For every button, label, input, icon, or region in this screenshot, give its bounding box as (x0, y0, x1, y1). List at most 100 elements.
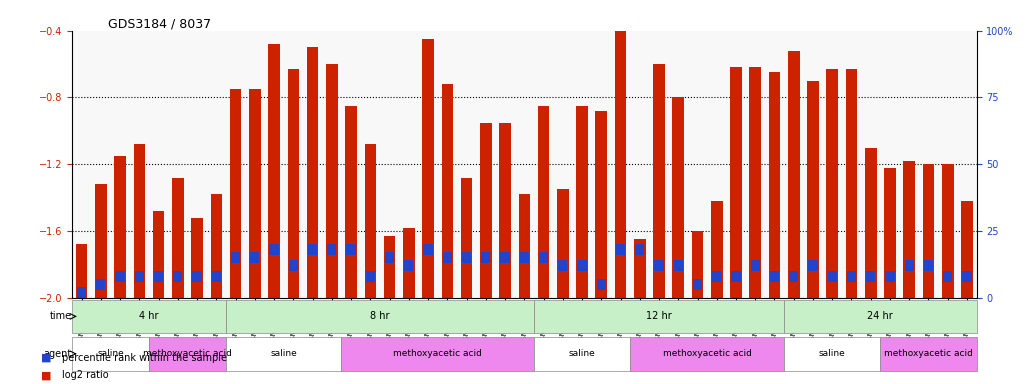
Bar (558, 260, 567, 271)
Bar (538, 106, 549, 298)
Text: time: time (49, 311, 72, 321)
Bar (211, 194, 222, 298)
Bar (249, 89, 260, 298)
Bar (616, 244, 625, 255)
Bar (154, 271, 163, 282)
Bar (172, 177, 184, 298)
Bar (231, 252, 241, 263)
Bar (115, 271, 124, 282)
Bar (847, 271, 856, 282)
FancyBboxPatch shape (226, 337, 341, 371)
FancyBboxPatch shape (341, 337, 534, 371)
Bar (672, 98, 684, 298)
Bar (692, 231, 703, 298)
Bar (306, 47, 319, 298)
Bar (404, 260, 413, 271)
Bar (327, 244, 336, 255)
Bar (135, 271, 144, 282)
Text: ■: ■ (41, 370, 51, 380)
Text: methoxyacetic acid: methoxyacetic acid (143, 349, 232, 358)
Bar (807, 81, 818, 298)
Text: 8 hr: 8 hr (370, 311, 390, 321)
Bar (730, 68, 742, 298)
Bar (230, 89, 242, 298)
Bar (770, 271, 779, 282)
Bar (790, 271, 799, 282)
Bar (769, 73, 780, 298)
Bar (828, 271, 837, 282)
Bar (481, 252, 490, 263)
FancyBboxPatch shape (880, 337, 977, 371)
Bar (904, 161, 915, 298)
Bar (577, 106, 588, 298)
Bar (846, 69, 857, 298)
Bar (808, 260, 817, 271)
Bar (942, 164, 954, 298)
FancyBboxPatch shape (72, 300, 226, 333)
Bar (268, 44, 280, 298)
Bar (578, 260, 587, 271)
Bar (192, 271, 201, 282)
Text: GDS3184 / 8037: GDS3184 / 8037 (108, 18, 212, 31)
Bar (441, 84, 453, 298)
Bar (191, 218, 203, 298)
FancyBboxPatch shape (784, 300, 977, 333)
Bar (77, 287, 86, 298)
Text: methoxyacetic acid: methoxyacetic acid (394, 349, 482, 358)
FancyBboxPatch shape (784, 337, 880, 371)
Bar (693, 279, 702, 290)
Text: 12 hr: 12 hr (647, 311, 672, 321)
Bar (615, 31, 626, 298)
Text: percentile rank within the sample: percentile rank within the sample (62, 353, 227, 363)
Bar (655, 260, 664, 271)
Bar (114, 156, 125, 298)
Text: methoxyacetic acid: methoxyacetic acid (663, 349, 751, 358)
Bar (635, 244, 645, 255)
Bar (827, 69, 838, 298)
Bar (250, 252, 259, 263)
Bar (673, 260, 683, 271)
Bar (501, 252, 510, 263)
Bar (961, 201, 972, 298)
Bar (520, 252, 528, 263)
Bar (943, 271, 952, 282)
Bar (788, 51, 800, 298)
FancyBboxPatch shape (630, 337, 784, 371)
Bar (500, 122, 511, 298)
Text: saline: saline (568, 349, 595, 358)
Text: methoxyacetic acid: methoxyacetic acid (884, 349, 972, 358)
Bar (712, 271, 722, 282)
Bar (653, 64, 665, 298)
Bar (596, 279, 605, 290)
Bar (885, 271, 894, 282)
Bar (95, 184, 107, 298)
Bar (595, 111, 608, 298)
Text: ■: ■ (41, 353, 51, 363)
Bar (634, 239, 646, 298)
Bar (424, 244, 433, 255)
Text: saline: saline (819, 349, 846, 358)
Bar (905, 260, 914, 271)
Bar (924, 260, 933, 271)
Bar (288, 69, 299, 298)
Bar (384, 252, 394, 263)
Bar (97, 279, 106, 290)
Bar (539, 252, 548, 263)
Bar (462, 252, 471, 263)
Bar (962, 271, 971, 282)
Bar (731, 271, 740, 282)
FancyBboxPatch shape (72, 337, 149, 371)
Bar (383, 236, 396, 298)
Bar (423, 39, 434, 298)
Bar (518, 194, 530, 298)
Bar (867, 271, 876, 282)
Bar (289, 260, 298, 271)
Text: saline: saline (97, 349, 123, 358)
Bar (557, 189, 568, 298)
Bar (346, 244, 356, 255)
Text: 4 hr: 4 hr (139, 311, 158, 321)
Bar (461, 177, 472, 298)
Bar (326, 64, 337, 298)
Bar (366, 271, 375, 282)
Bar (403, 228, 414, 298)
